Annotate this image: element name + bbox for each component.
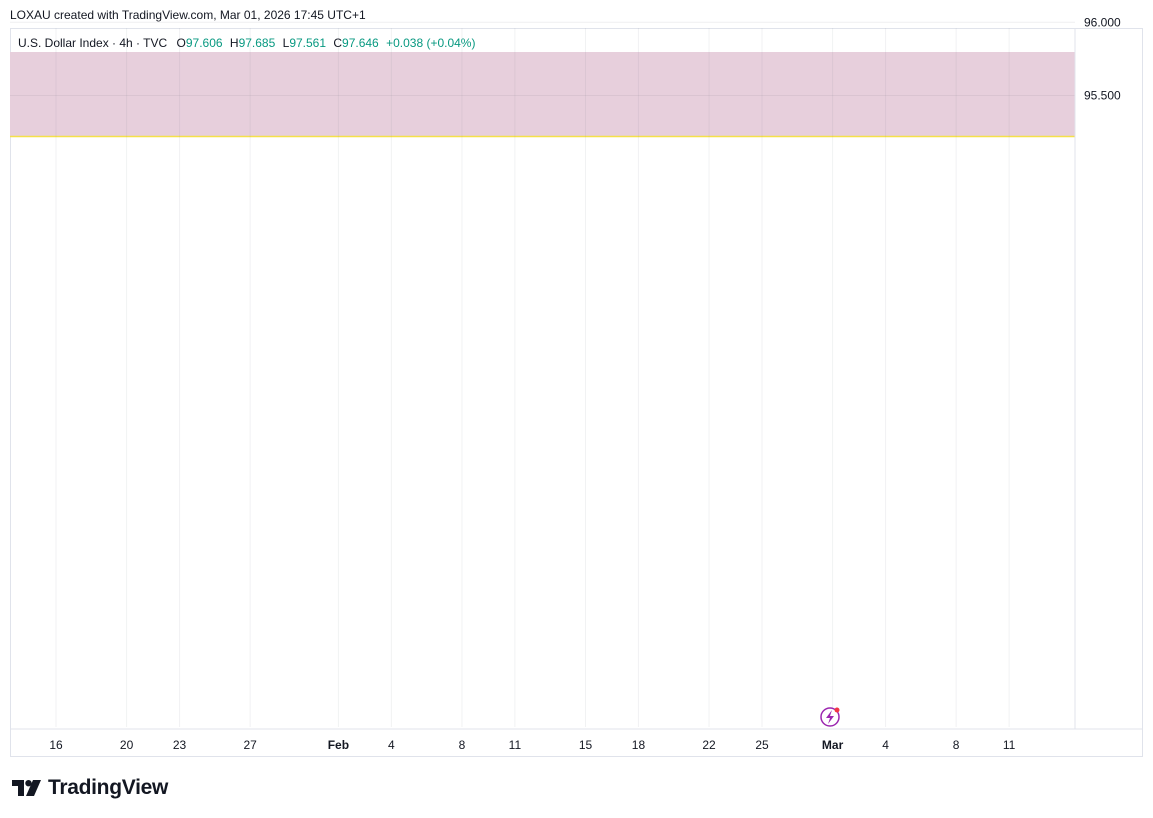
high-value: 97.685 <box>238 36 276 50</box>
event-marker-dot <box>834 707 840 713</box>
time-tick-label: 16 <box>49 738 63 752</box>
change-value: +0.038 (+0.04%) <box>386 36 476 50</box>
price-axis: 99.50099.00098.50098.00097.50097.00096.5… <box>1084 15 1121 103</box>
time-tick-label: 8 <box>459 738 466 752</box>
time-tick-label: 11 <box>509 738 522 752</box>
time-axis: 16 20 23 27 Feb 4 8 11 15 18 22 25 Mar 4 8 11 <box>49 738 1015 752</box>
brand-name: TradingView <box>48 776 169 799</box>
chart-attribution: LOXAU created with TradingView.com, Mar … <box>10 8 366 22</box>
chart-frame <box>10 28 1143 757</box>
time-tick-label: 4 <box>882 738 889 752</box>
event-marker-bolt <box>826 710 834 724</box>
time-tick-label: Feb <box>328 738 349 752</box>
open-value: 97.606 <box>185 36 223 50</box>
zone-support <box>10 52 1075 137</box>
price-tick-label: 96.000 <box>1084 15 1121 29</box>
low-value: 97.561 <box>289 36 327 50</box>
time-tick-label: 11 <box>1003 738 1016 752</box>
tradingview-logo[interactable]: TradingView <box>12 776 168 800</box>
symbol-label: U.S. Dollar Index · 4h · TVC <box>18 36 168 50</box>
open-label: O <box>176 36 186 50</box>
grid-lines <box>10 21 1075 727</box>
ohlc-legend: U.S. Dollar Index · 4h · TVC O97.606 H97… <box>18 36 475 50</box>
time-tick-label: 15 <box>579 738 593 752</box>
close-label: C <box>333 36 343 50</box>
high-label: H <box>229 36 239 50</box>
time-tick-label: 23 <box>173 738 187 752</box>
tradingview-logo-icon <box>12 780 41 796</box>
low-label: L <box>282 36 290 50</box>
price-tick-label: 95.500 <box>1084 89 1121 103</box>
time-tick-label: 8 <box>953 738 960 752</box>
time-tick-label: 27 <box>243 738 257 752</box>
event-marker-icon <box>820 707 840 727</box>
time-tick-label: 25 <box>755 738 769 752</box>
time-tick-label: 22 <box>702 738 716 752</box>
time-tick-label: Mar <box>822 738 844 752</box>
time-tick-label: 18 <box>632 738 646 752</box>
time-tick-label: 4 <box>388 738 395 752</box>
time-tick-label: 20 <box>120 738 134 752</box>
close-value: 97.646 <box>342 36 379 50</box>
